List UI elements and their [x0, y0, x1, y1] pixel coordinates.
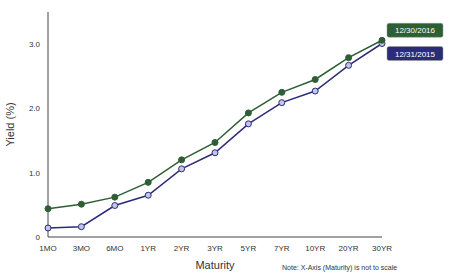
svg-text:12/31/2015: 12/31/2015	[395, 50, 436, 59]
svg-text:20YR: 20YR	[339, 244, 359, 253]
svg-text:1MO: 1MO	[39, 244, 56, 253]
svg-text:Yield (%): Yield (%)	[8, 102, 16, 146]
svg-text:5YR: 5YR	[241, 244, 257, 253]
svg-text:1YR: 1YR	[140, 244, 156, 253]
svg-text:3.0: 3.0	[29, 40, 41, 49]
svg-text:30YR: 30YR	[372, 244, 392, 253]
svg-text:1.0: 1.0	[29, 169, 41, 178]
svg-text:3MO: 3MO	[73, 244, 90, 253]
html-text:Note: X-Axis (Maturity) is not: Note: X-Axis (Maturity) is not to scale	[282, 264, 398, 271]
svg-text:10YR: 10YR	[305, 244, 325, 253]
svg-text:12/30/2016: 12/30/2016	[395, 26, 436, 35]
svg-text:0: 0	[36, 233, 41, 242]
svg-text:3YR: 3YR	[207, 244, 223, 253]
svg-text:2.0: 2.0	[29, 104, 41, 113]
svg-text:7YR: 7YR	[274, 244, 290, 253]
svg-text:6MO: 6MO	[106, 244, 123, 253]
svg-text:2YR: 2YR	[174, 244, 190, 253]
svg-text:Maturity: Maturity	[195, 259, 235, 271]
